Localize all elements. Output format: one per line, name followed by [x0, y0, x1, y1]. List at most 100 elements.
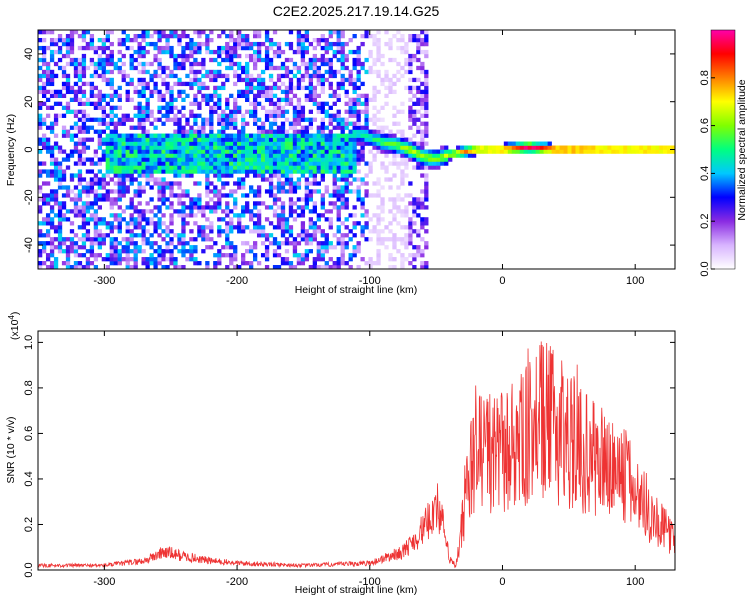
heatmap-cell [149, 261, 154, 266]
heatmap-cell [241, 177, 246, 182]
heatmap-cell [193, 213, 198, 218]
heatmap-cell [420, 237, 425, 242]
heatmap-cell [165, 45, 170, 51]
heatmap-cell [181, 265, 186, 270]
heatmap-cell [245, 45, 250, 51]
heatmap-cell [229, 141, 234, 146]
heatmap-cell [57, 229, 63, 234]
heatmap-cell [209, 205, 214, 210]
heatmap-cell [304, 65, 310, 71]
heatmap-cell [49, 217, 55, 222]
heatmap-cell [408, 85, 413, 91]
heatmap-cell [392, 213, 397, 218]
heatmap-cell [376, 205, 381, 210]
heatmap-cell [276, 197, 282, 202]
heatmap-cell [424, 149, 429, 154]
heatmap-cell [229, 137, 234, 142]
heatmap-cell [368, 149, 373, 154]
heatmap-cell [440, 149, 445, 154]
heatmap-cell [428, 149, 433, 154]
heatmap-cell [276, 113, 282, 118]
heatmap-cell [256, 225, 262, 230]
heatmap-cell [193, 141, 198, 146]
heatmap-cell [229, 145, 234, 150]
heatmap-cell [336, 41, 341, 47]
heatmap-cell [125, 89, 130, 95]
heatmap-cell [420, 253, 425, 258]
heatmap-cell [137, 249, 142, 254]
heatmap-cell [328, 141, 333, 146]
heatmap-cell [233, 245, 238, 250]
heatmap-cell [256, 93, 262, 99]
heatmap-cell [368, 165, 373, 170]
spectrogram-x-label: Height of straight line (km) [295, 284, 418, 296]
heatmap-cell [57, 221, 63, 226]
y-tick-label: 0.0 [23, 562, 35, 577]
heatmap-cell [245, 205, 250, 210]
heatmap-cell [165, 33, 170, 39]
heatmap-cell [129, 137, 134, 142]
heatmap-cell [165, 245, 170, 250]
heatmap-cell [296, 169, 302, 174]
heatmap-cell [209, 109, 214, 114]
heatmap-cell [424, 121, 429, 126]
heatmap-cell [101, 257, 106, 262]
heatmap-cell [165, 65, 170, 71]
heatmap-cell [272, 121, 278, 126]
heatmap-cell [157, 205, 162, 210]
heatmap-cell [388, 129, 393, 134]
heatmap-cell [121, 137, 126, 142]
heatmap-cell [233, 225, 238, 230]
heatmap-cell [408, 193, 413, 198]
heatmap-cell [217, 61, 222, 67]
heatmap-cell [396, 237, 401, 242]
heatmap-cell [356, 125, 361, 130]
heatmap-cell [328, 165, 333, 170]
heatmap-cell [324, 157, 329, 162]
heatmap-cell [38, 57, 43, 63]
heatmap-cell [149, 185, 154, 190]
heatmap-cell [340, 53, 345, 59]
heatmap-cell [137, 245, 142, 250]
heatmap-cell [177, 129, 182, 134]
heatmap-cell [356, 197, 361, 202]
heatmap-cell [324, 241, 329, 246]
heatmap-cell [53, 157, 59, 162]
heatmap-cell [312, 257, 317, 262]
heatmap-cell [129, 81, 134, 87]
heatmap-cell [205, 37, 210, 43]
x-tick-label: -300 [93, 275, 115, 287]
heatmap-cell [336, 145, 341, 150]
heatmap-cell [97, 53, 102, 59]
heatmap-cell [221, 113, 226, 118]
heatmap-cell [161, 81, 166, 87]
heatmap-cell [352, 145, 357, 150]
heatmap-cell [61, 177, 67, 182]
heatmap-cell [149, 169, 154, 174]
heatmap-cell [81, 81, 87, 87]
heatmap-cell [153, 169, 158, 174]
heatmap-cell [149, 157, 154, 162]
heatmap-cell [547, 145, 552, 150]
heatmap-cell [149, 61, 154, 67]
heatmap-cell [388, 237, 393, 242]
heatmap-cell [276, 265, 282, 270]
heatmap-cell [113, 249, 118, 254]
heatmap-cell [316, 37, 321, 43]
heatmap-cell [400, 133, 405, 138]
heatmap-cell [181, 129, 186, 134]
heatmap-cell [141, 217, 146, 222]
heatmap-cell [61, 157, 67, 162]
heatmap-cell [181, 201, 186, 206]
heatmap-cell [105, 141, 110, 146]
heatmap-cell [412, 53, 417, 59]
heatmap-cell [145, 85, 150, 91]
heatmap-cell [296, 97, 302, 102]
heatmap-cell [85, 145, 91, 150]
heatmap-cell [181, 209, 186, 214]
heatmap-cell [384, 85, 389, 91]
heatmap-cell [396, 141, 401, 146]
heatmap-cell [197, 85, 202, 91]
heatmap-cell [173, 133, 178, 138]
heatmap-cell [41, 197, 47, 202]
